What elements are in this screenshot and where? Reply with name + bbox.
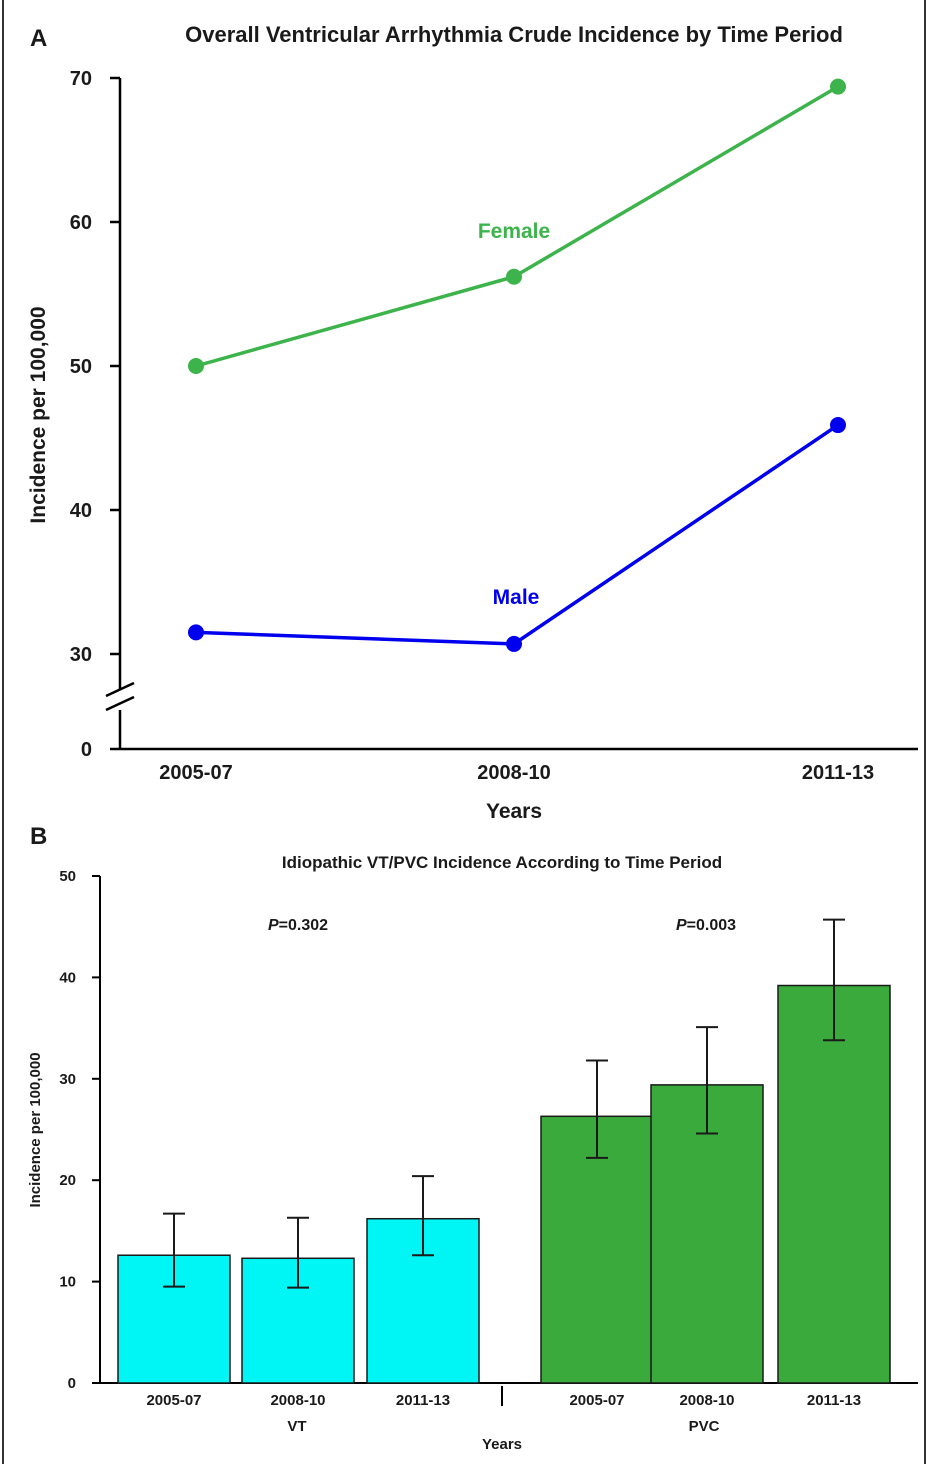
panel-a-series-label: Female — [478, 220, 550, 243]
panel-b-p-symbol: P — [676, 917, 687, 934]
panel-b-p-value: P=0.003 — [676, 917, 736, 934]
panel-a-data-point — [506, 268, 522, 285]
panel-b-x-tick-label: 2008-10 — [270, 1392, 325, 1409]
panel-b-y-tick-label: 20 — [59, 1172, 76, 1189]
panel-a-x-axis-label: Years — [486, 800, 542, 823]
panel-a-y-tick-label: 70 — [70, 68, 92, 90]
panel-a-ticks: 0 30 40 50 60 70 2005-07 2008-10 2011-13 — [70, 68, 874, 784]
panel-a-axis-break-mark — [105, 695, 135, 712]
panel-b-y-tick-label: 40 — [59, 969, 76, 986]
panel-b-x-tick-label: 2011-13 — [807, 1392, 861, 1409]
panel-b-x-tick-label: 2008-10 — [679, 1392, 734, 1409]
panel-b-bar — [650, 1084, 764, 1384]
panel-b-y-axis-label: Incidence per 100,000 — [27, 1052, 44, 1207]
panel-a-data-point — [830, 78, 846, 95]
panel-b-x-tick-label: 2011-13 — [396, 1392, 450, 1409]
panel-a-y-tick-label: 30 — [70, 644, 92, 666]
panel-b-p-value: P=0.302 — [268, 917, 328, 934]
panel-a-y-tick-label: 40 — [70, 500, 92, 522]
panel-b-y-tick-label: 50 — [59, 868, 76, 885]
panel-b: B Idiopathic VT/PVC Incidence According … — [27, 823, 918, 1453]
panel-b-y-tick-label: 10 — [59, 1274, 76, 1291]
panel-a-data-point — [506, 635, 522, 652]
panel-a-y-axis-label: Incidence per 100,000 — [27, 306, 50, 523]
panel-a-y-tick-label: 60 — [70, 212, 92, 234]
panel-b-title: Idiopathic VT/PVC Incidence According to… — [282, 853, 722, 872]
panel-a: A Overall Ventricular Arrhythmia Crude I… — [27, 22, 918, 823]
panel-a-y-tick-label: 50 — [70, 356, 92, 378]
panel-b-y-tick-label: 0 — [68, 1375, 76, 1392]
panel-a-letter: A — [30, 25, 47, 52]
panel-a-x-tick-label: 2011-13 — [802, 762, 874, 784]
panel-b-bar — [777, 984, 891, 1384]
panel-b-p-number: =0.302 — [279, 917, 328, 934]
panel-b-group-label: PVC — [689, 1418, 720, 1435]
panel-b-y-tick-label: 30 — [59, 1071, 76, 1088]
panel-a-series-label: Male — [493, 586, 540, 609]
panel-b-bars — [117, 918, 891, 1384]
panel-a-axis-break-mark — [105, 681, 135, 698]
panel-a-series-line — [195, 423, 839, 646]
panel-b-x-tick-label: 2005-07 — [569, 1392, 624, 1409]
panel-a-x-tick-label: 2008-10 — [477, 762, 550, 784]
panel-a-title: Overall Ventricular Arrhythmia Crude Inc… — [185, 22, 843, 47]
panel-b-p-number: =0.003 — [687, 917, 736, 934]
panel-b-x-axis-label: Years — [482, 1436, 522, 1453]
panel-b-p-symbol: P — [268, 917, 279, 934]
panel-a-axes — [105, 78, 918, 751]
panel-a-data-point — [188, 358, 204, 374]
panel-a-series: Female Male — [188, 78, 846, 652]
panel-b-x-tick-label: 2005-07 — [146, 1392, 201, 1409]
panel-b-letter: B — [30, 823, 47, 850]
panel-a-data-point — [188, 624, 204, 641]
panel-a-y-tick-label: 0 — [81, 739, 92, 761]
panel-a-data-point — [830, 417, 846, 434]
panel-a-x-tick-label: 2005-07 — [159, 762, 232, 784]
panel-b-group-label: VT — [287, 1418, 306, 1435]
